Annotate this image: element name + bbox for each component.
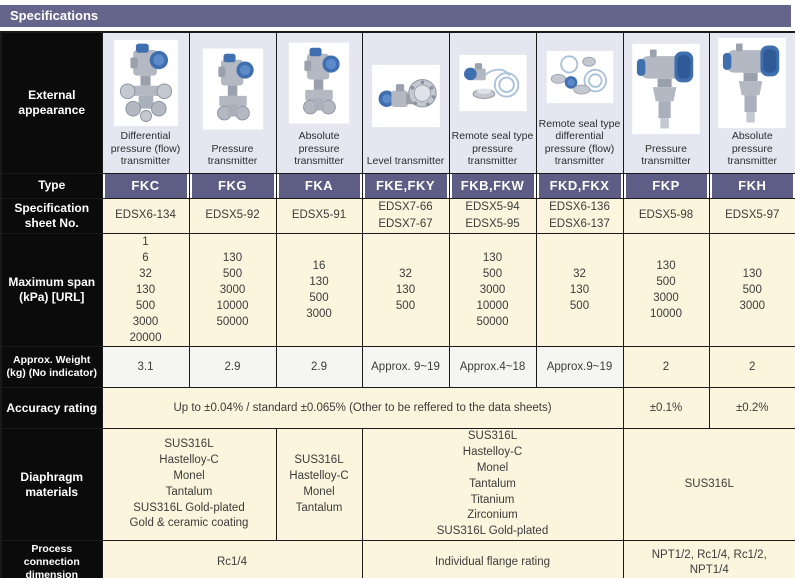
differential-pressure-flow-transmitter-image <box>113 33 179 130</box>
accuracy-cell-fkp: ±0.1% <box>622 387 710 430</box>
spec-sheet-cell-fkb: EDSX5-94 EDSX5-95 <box>448 197 537 234</box>
type-cell-fkb: FKB,FKW <box>448 172 537 199</box>
compact-absolute-pressure-transmitter-image <box>717 33 787 130</box>
weight-cell-fkc: 3.1 <box>101 346 190 389</box>
row-label-maximum-span: Maximum span (kPa) [URL] <box>0 232 103 348</box>
section-header: Specifications <box>0 5 791 27</box>
spec-sheet-cell-fkc: EDSX6-134 <box>101 197 190 234</box>
appearance-caption-fkh: Absolute pressure transmitter <box>727 130 778 167</box>
absolute-pressure-transmitter-image <box>288 33 350 130</box>
specifications-table: External appearance Differential pressur… <box>0 31 795 578</box>
row-label-diaphragm: Diaphragm materials <box>0 428 103 542</box>
weight-cell-fka: 2.9 <box>275 346 363 389</box>
row-label-spec-sheet: Specification sheet No. <box>0 197 103 234</box>
diaphragm-cell-fkp-fkh: SUS316L <box>622 428 795 542</box>
row-maximum-span: Maximum span (kPa) [URL] 1 6 32 130 500 … <box>0 232 795 348</box>
appearance-cell-fkh: Absolute pressure transmitter <box>708 31 795 174</box>
row-label-accuracy: Accuracy rating <box>0 387 103 430</box>
appearance-caption-fkd: Remote seal type differential pressure (… <box>538 117 621 167</box>
row-label-process: Process connection dimension <box>0 540 103 578</box>
max-span-cell-fkg: 130 500 3000 10000 50000 <box>188 232 277 348</box>
row-label-external-appearance: External appearance <box>0 31 103 174</box>
max-span-cell-fkc: 1 6 32 130 500 3000 20000 <box>101 232 190 348</box>
appearance-caption-fke: Level transmitter <box>366 154 445 167</box>
weight-cell-fkp: 2 <box>622 346 710 389</box>
spec-sheet-cell-fkp: EDSX5-98 <box>622 197 710 234</box>
remote-seal-pressure-transmitter-image <box>458 33 528 130</box>
row-accuracy: Accuracy rating Up to ±0.04% / standard … <box>0 387 795 430</box>
section-title: Specifications <box>10 8 99 23</box>
max-span-cell-fkb: 130 500 3000 10000 50000 <box>448 232 537 348</box>
type-cell-fkg: FKG <box>188 172 277 199</box>
compact-pressure-transmitter-image <box>631 33 701 142</box>
max-span-cell-fka: 16 130 500 3000 <box>275 232 363 348</box>
spec-sheet-cell-fke: EDSX7-66 EDSX7-67 <box>361 197 450 234</box>
diaphragm-cell-fke-to-fkd: SUS316L Hastelloy-C Monel Tantalum Titan… <box>361 428 624 542</box>
appearance-cell-fkd: Remote seal type differential pressure (… <box>535 31 624 174</box>
appearance-caption-fkp: Pressure transmitter <box>641 142 691 167</box>
type-cell-fkd: FKD,FKX <box>535 172 624 199</box>
weight-cell-fkh: 2 <box>708 346 795 389</box>
accuracy-cell-fkc-to-fkd: Up to ±0.04% / standard ±0.065% (Other t… <box>101 387 624 430</box>
weight-cell-fkb: Approx.4~18 <box>448 346 537 389</box>
type-cell-fkh: FKH <box>708 172 795 199</box>
row-weight: Approx. Weight (kg) (No indicator) 3.1 2… <box>0 346 795 389</box>
process-cell-fke-to-fkd: Individual flange rating <box>361 540 624 578</box>
row-diaphragm-materials: Diaphragm materials SUS316L Hastelloy-C … <box>0 428 795 542</box>
appearance-caption-fka: Absolute pressure transmitter <box>294 130 344 167</box>
spec-sheet-cell-fkd: EDSX6-136 EDSX6-137 <box>535 197 624 234</box>
level-transmitter-image <box>371 33 441 155</box>
row-process-connection: Process connection dimension Rc1/4 Indiv… <box>0 540 795 578</box>
row-type: Type FKC FKG FKA FKE,FKY FKB,FKW FKD,FKX… <box>0 172 795 199</box>
appearance-caption-fkg: Pressure transmitter <box>207 142 258 167</box>
appearance-cell-fkp: Pressure transmitter <box>622 31 710 174</box>
pressure-transmitter-image <box>202 33 264 142</box>
max-span-cell-fke: 32 130 500 <box>361 232 450 348</box>
type-cell-fka: FKA <box>275 172 363 199</box>
row-label-type: Type <box>0 172 103 199</box>
appearance-cell-fka: Absolute pressure transmitter <box>275 31 363 174</box>
diaphragm-cell-fka: SUS316L Hastelloy-C Monel Tantalum <box>275 428 363 542</box>
max-span-cell-fkh: 130 500 3000 <box>708 232 795 348</box>
type-cell-fke: FKE,FKY <box>361 172 450 199</box>
process-cell-fkc-to-fka: Rc1/4 <box>101 540 363 578</box>
row-spec-sheet: Specification sheet No. EDSX6-134 EDSX5-… <box>0 197 795 234</box>
type-cell-fkp: FKP <box>622 172 710 199</box>
process-cell-fkp-fkh: NPT1/2, Rc1/4, Rc1/2, NPT1/4 <box>622 540 795 578</box>
type-cell-fkc: FKC <box>101 172 190 199</box>
row-external-appearance: External appearance Differential pressur… <box>0 31 795 174</box>
spec-sheet-cell-fkg: EDSX5-92 <box>188 197 277 234</box>
spec-sheet-cell-fkh: EDSX5-97 <box>708 197 795 234</box>
row-label-weight: Approx. Weight (kg) (No indicator) <box>0 346 103 389</box>
appearance-cell-fkb: Remote seal type pressure transmitter <box>448 31 537 174</box>
appearance-cell-fkg: Pressure transmitter <box>188 31 277 174</box>
weight-cell-fke: Approx. 9~19 <box>361 346 450 389</box>
weight-cell-fkd: Approx.9~19 <box>535 346 624 389</box>
remote-seal-differential-pressure-transmitter-image <box>545 33 615 118</box>
max-span-cell-fkd: 32 130 500 <box>535 232 624 348</box>
appearance-caption-fkb: Remote seal type pressure transmitter <box>451 130 534 167</box>
spec-sheet-cell-fka: EDSX5-91 <box>275 197 363 234</box>
diaphragm-cell-fkc-fkg: SUS316L Hastelloy-C Monel Tantalum SUS31… <box>101 428 277 542</box>
appearance-cell-fkc: Differential pressure (flow) transmitter <box>101 31 190 174</box>
max-span-cell-fkp: 130 500 3000 10000 <box>622 232 710 348</box>
appearance-caption-fkc: Differential pressure (flow) transmitter <box>110 130 181 167</box>
appearance-cell-fke: Level transmitter <box>361 31 450 174</box>
accuracy-cell-fkh: ±0.2% <box>708 387 795 430</box>
weight-cell-fkg: 2.9 <box>188 346 277 389</box>
